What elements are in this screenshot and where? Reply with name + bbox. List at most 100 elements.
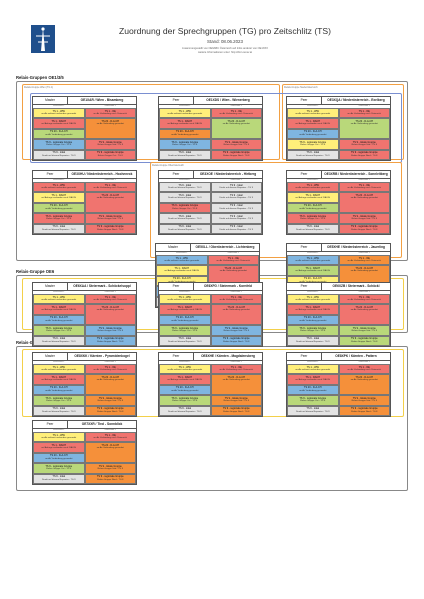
repeater-card: Peer OE3XQA / Niederösterreich - Exelberg… bbox=[286, 96, 391, 161]
header-note-line-1: zusammengestellt von OE6ABC Österreich a… bbox=[181, 47, 269, 50]
timeslot-detail: on-Air Verbindung nach Österreich bbox=[93, 369, 128, 371]
timeslot-cell: TS 1 - DACH auf Anfrage verbinden nach D/… bbox=[159, 374, 211, 385]
timeslot-cell: TS 1 - OE on-Air Verbindung nach Österrei… bbox=[84, 432, 136, 443]
timeslot-title: TS 9 - regionale Gruppe bbox=[350, 337, 378, 341]
timeslot-title: TS 20 - D-A-CH bbox=[303, 386, 322, 390]
card-role: Master bbox=[156, 244, 191, 251]
timeslot-title: TS 9 - lokal bbox=[178, 151, 192, 155]
timeslot-title: TS 20 - D-A-CH bbox=[101, 375, 120, 379]
stand-date: Stand: 08.06.2023 bbox=[207, 39, 243, 44]
repeater-card: Peer OE8XHE / Kärnten - Magdalensberg Zeit… bbox=[158, 352, 263, 417]
card-header: Master OE8XKK / Kärnten - Pyramidenkogel bbox=[33, 353, 136, 361]
timeslot-cell: TS 1 - OE on-Air Verbindung nach Österrei… bbox=[210, 364, 262, 375]
timeslot-cell: TS 1 - DACH auf Anfrage verbinden nach D/… bbox=[156, 265, 208, 276]
timeslot-detail: on-Air weltweit verbunden gesendet bbox=[295, 113, 331, 115]
timeslot-cell: TS 1 - DACH auf Anfrage verbinden nach D/… bbox=[33, 374, 85, 385]
timeslot-title: TS 1 - WW bbox=[52, 365, 65, 369]
timeslot-cell: TS 1 - WW on-Air weltweit verbunden gesen… bbox=[287, 255, 339, 266]
timeslot-detail: Relais-Gruppe Ost - TG 8 bbox=[46, 144, 72, 147]
timeslot-detail: on-Air Verbindung gesendet bbox=[350, 270, 378, 273]
timeslot-cell: TS 1 - OE on-Air Verbindung nach Österrei… bbox=[338, 108, 390, 119]
timeslot-title: TS 9 - lokal bbox=[306, 151, 320, 155]
timeslot-detail: auf Anfrage verbinden nach D/A/CH bbox=[167, 309, 203, 312]
timeslot-title: TS 9 - lokal bbox=[229, 214, 243, 218]
timeslot-title: TS 1 - OE bbox=[358, 183, 370, 187]
card-callsign: OE5XLL / Oberösterreich - Lichtenberg bbox=[195, 245, 255, 249]
timeslot-cell: TS 1 - OE on-Air Verbindung nach Österrei… bbox=[84, 364, 136, 375]
timeslot-title: TS 20 - D-A-CH bbox=[49, 204, 68, 208]
card-callsign: OE8XKK / Kärnten - Pyramidenkogel bbox=[74, 354, 130, 358]
timeslot-detail: Relais-Gruppe Ost - TG 8 bbox=[46, 218, 72, 221]
timeslot-detail: Relais-Gruppe Ost - TG 8 bbox=[300, 330, 326, 333]
card-role: Master bbox=[33, 283, 68, 290]
timeslot-detail: auf Anfrage verbinden nach D/A/CH bbox=[295, 123, 331, 126]
card-role: Peer bbox=[159, 353, 194, 360]
timeslot-title: TS 9 - regionale Gruppe bbox=[96, 407, 124, 411]
timeslot-detail: on-Air Verbindung gesendet bbox=[350, 123, 378, 126]
ts2-label: Zeitschlitz 2 bbox=[104, 361, 117, 363]
timeslot-title: TS 1 - OE bbox=[104, 183, 116, 187]
timeslot-title: TS 20 - D-A-CH bbox=[355, 375, 374, 379]
timeslot-title: TS 9 - lokale Gruppe bbox=[224, 140, 248, 144]
timeslot-detail: Relais-Gruppe Süd - TG 8 bbox=[97, 144, 123, 147]
card-header: Master OE5XLL / Oberösterreich - Lichtenb… bbox=[156, 244, 259, 252]
repeater-card: Peer OE7XXR / Tirol - Sonnblick Zeitschlit… bbox=[32, 420, 137, 485]
timeslot-cell: TS 1 - WW on-Air weltweit verbunden gesen… bbox=[33, 432, 85, 443]
ts1-label: Zeitschlitz 1 bbox=[175, 252, 188, 254]
card-header: Peer OE7XXR / Tirol - Sonnblick bbox=[33, 421, 136, 429]
timeslot-title: TS 9 - lokal bbox=[52, 407, 66, 411]
timeslot-title: TS 20 - D-A-CH bbox=[303, 316, 322, 320]
group-label-ooe: Relais-Gruppe Oberösterreich bbox=[152, 164, 184, 167]
timeslot-title: TS 20 - D-A-CH bbox=[101, 443, 120, 447]
timeslot-detail: Relais-Gruppe Nord - TG 8 bbox=[97, 410, 124, 413]
card-role: Peer bbox=[287, 283, 322, 290]
timeslot-cell: TS 1 - OE on-Air Verbindung nach Österrei… bbox=[84, 182, 136, 193]
timeslot-title: TS 1 - DACH bbox=[305, 305, 321, 309]
timeslot-detail: auf Anfrage verbinden nach D/A/CH bbox=[295, 309, 331, 312]
timeslot-cell: TS 1 - WW on-Air weltweit verbunden gesen… bbox=[33, 364, 85, 375]
card-callsign: OE3XOE / Niederösterreich - Hirtberg bbox=[199, 172, 257, 176]
timeslot-title: TS 1 - OE bbox=[104, 295, 116, 299]
timeslot-title: TS 1 - DACH bbox=[51, 305, 67, 309]
timeslot-cell: TS 1 - DACH auf Anfrage verbinden nach D/… bbox=[33, 442, 85, 453]
timeslot-detail: on-Air Verbindung gesendet bbox=[157, 281, 207, 284]
timeslot-cell: TS 1 - DACH auf Anfrage verbinden nach D/… bbox=[287, 374, 339, 385]
timeslot-title: TS 1 - OE bbox=[104, 365, 116, 369]
repeater-card: Peer OE3XRB / Niederösterreich - Sonnleit… bbox=[286, 170, 391, 235]
timeslot-title: TS 1 - WW bbox=[178, 295, 191, 299]
timeslot-detail: on-Air Verbindung gesendet bbox=[171, 389, 199, 392]
timeslot-detail: Direkt auf diesem Repeater - TG 9 bbox=[296, 228, 330, 231]
card-callsign: OE7XXR / Tirol - Sonnblick bbox=[81, 422, 123, 426]
ts2-label: Zeitschlitz 2 bbox=[230, 291, 243, 293]
timeslot-detail: on-Air Verbindung gesendet bbox=[350, 197, 378, 200]
timeslot-detail: on-Air weltweit verbunden gesendet bbox=[41, 299, 77, 301]
timeslot-title: TS 9 - lokal bbox=[178, 337, 192, 341]
timeslot-cell: TS 1 - WW on-Air weltweit verbunden gesen… bbox=[33, 294, 85, 305]
timeslot-title: TS 9 - lokale Gruppe bbox=[98, 214, 122, 218]
timeslot-detail: Relais-Gruppe Ost - TG 8 bbox=[300, 218, 326, 221]
timeslot-cell: TS 1 - WW on-Air weltweit verbunden gesen… bbox=[33, 108, 85, 119]
timeslot-detail: Direkt auf diesem Repeater - TG 9 bbox=[168, 228, 202, 231]
timeslot-detail: on-Air weltweit verbunden gesendet bbox=[295, 260, 331, 262]
timeslot-title: TS 20 - D-A-CH bbox=[224, 266, 243, 270]
card-header: Peer OE6XZB / Steiermark - Schöckl bbox=[287, 283, 390, 291]
card-header: Peer OE1XDS / Wien - Wienerberg bbox=[159, 97, 262, 105]
timeslot-cell: TS 1 - DACH auf Anfrage verbinden nach D/… bbox=[33, 192, 85, 203]
timeslot-title: TS 9 - regionale Gruppe bbox=[171, 326, 199, 330]
header-note-line-2: weitere Informationen unter: http://dmr.… bbox=[197, 50, 252, 54]
timeslot-detail: Relais-Gruppe Nord - TG 8 bbox=[97, 340, 124, 343]
timeslot-detail: on-Air Verbindung gesendet bbox=[222, 309, 250, 312]
